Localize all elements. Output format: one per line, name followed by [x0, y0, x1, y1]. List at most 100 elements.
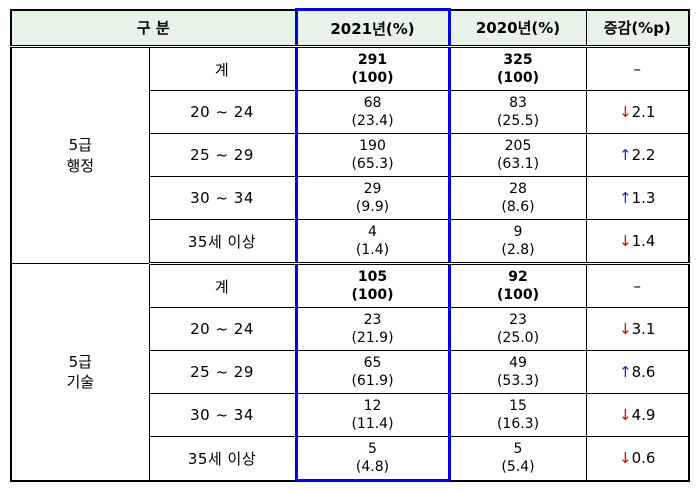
- percent-value: (25.0): [496, 330, 540, 346]
- age-band-label: 계: [148, 46, 297, 91]
- value-2021-cell: 5 (4.8): [294, 436, 451, 482]
- percent-value: (25.5): [496, 113, 540, 129]
- count-value: 23: [363, 311, 382, 328]
- table-row: 30 ~ 34 29 (9.9) 28 (8.6) ↑1.3: [11, 176, 690, 220]
- age-band-label: 계: [148, 263, 297, 308]
- count-value: 325: [503, 51, 533, 68]
- group-label: 5급 행정: [10, 46, 150, 264]
- table-row: 35세 이상 5 (4.8) 5 (5.4) ↓0.6: [11, 436, 690, 482]
- change-cell: ↓1.4: [585, 219, 690, 265]
- table-row: 20 ~ 24 23 (21.9) 23 (25.0) ↓3.1: [11, 307, 690, 351]
- value-2021-cell: 68 (23.4): [294, 90, 451, 134]
- change-value: 2.1: [631, 103, 656, 121]
- change-value: 8.6: [631, 363, 656, 381]
- percent-value: (100): [497, 70, 540, 86]
- down-arrow-icon: ↓: [619, 406, 632, 424]
- value-2020-cell: 325 (100): [448, 46, 587, 91]
- table-row: 30 ~ 34 12 (11.4) 15 (16.3) ↓4.9: [11, 393, 690, 437]
- change-value: 3.1: [631, 320, 656, 338]
- header-2020: 2020년(%): [448, 9, 587, 48]
- value-2021-cell: 190 (65.3): [294, 133, 451, 177]
- header-change: 증감(%p): [585, 9, 690, 48]
- percent-value: (11.4): [351, 416, 394, 432]
- change-cell: ↑8.6: [585, 350, 690, 394]
- percent-value: (2.8): [501, 242, 535, 258]
- count-value: 23: [509, 311, 527, 328]
- up-arrow-icon: ↑: [619, 189, 632, 207]
- percent-value: (63.1): [496, 156, 540, 172]
- value-2021-cell: 4 (1.4): [294, 219, 451, 265]
- change-value: 1.3: [631, 189, 656, 207]
- count-value: 105: [357, 268, 388, 285]
- percent-value: (100): [351, 287, 394, 303]
- percent-value: (65.3): [351, 156, 394, 172]
- age-band-label: 30 ~ 34: [148, 393, 297, 437]
- change-value: 2.2: [631, 146, 656, 164]
- percent-value: (5.4): [501, 459, 535, 476]
- up-arrow-icon: ↑: [619, 146, 632, 164]
- percent-value: (53.3): [496, 373, 540, 389]
- down-arrow-icon: ↓: [619, 449, 632, 468]
- table-row: 5급 기술 계 105 (100) 92 (100) –: [10, 263, 690, 481]
- table-row: 5급 행정 계 291 (100) 325 (100) –: [10, 46, 690, 264]
- change-cell: ↓3.1: [585, 307, 690, 351]
- percent-value: (4.8): [355, 459, 390, 475]
- count-value: 92: [508, 268, 528, 285]
- change-cell: ↑1.3: [585, 176, 690, 220]
- percent-value: (61.9): [351, 373, 394, 389]
- value-2021-cell: 12 (11.4): [294, 393, 451, 437]
- value-2021-cell: 291 (100): [294, 46, 451, 91]
- up-arrow-icon: ↑: [619, 363, 632, 381]
- count-value: 49: [509, 354, 527, 371]
- change-cell: ↓2.1: [585, 90, 690, 134]
- table-body: 5급 행정 계 291 (100) 325 (100) – 20 ~ 24 68 (23.4) 83…: [10, 46, 690, 482]
- age-band-label: 35세 이상: [148, 219, 297, 265]
- value-2020-cell: 205 (63.1): [448, 133, 587, 177]
- percent-value: (100): [497, 287, 540, 303]
- count-value: 65: [363, 354, 382, 371]
- table-row: 25 ~ 29 190 (65.3) 205 (63.1) ↑2.2: [11, 133, 690, 177]
- age-band-label: 20 ~ 24: [148, 90, 297, 134]
- value-2021-cell: 105 (100): [294, 263, 451, 308]
- percent-value: (8.6): [501, 199, 535, 215]
- value-2021-cell: 65 (61.9): [294, 350, 451, 394]
- value-2020-cell: 49 (53.3): [448, 350, 587, 394]
- value-2020-cell: 9 (2.8): [448, 219, 587, 265]
- count-value: 15: [509, 397, 527, 414]
- table-row: 20 ~ 24 68 (23.4) 83 (25.5) ↓2.1: [11, 90, 690, 134]
- count-value: 9: [513, 223, 523, 240]
- count-value: 5: [513, 441, 523, 458]
- change-value: 0.6: [631, 449, 656, 468]
- header-2021: 2021년(%): [294, 8, 451, 48]
- age-band-label: 25 ~ 29: [148, 133, 297, 177]
- age-band-label: 25 ~ 29: [148, 350, 297, 394]
- percent-value: (23.4): [351, 113, 394, 129]
- change-cell: ↑2.2: [585, 133, 690, 177]
- down-arrow-icon: ↓: [619, 103, 632, 121]
- change-cell: –: [585, 46, 690, 91]
- value-2020-cell: 92 (100): [448, 263, 587, 308]
- age-band-label: 30 ~ 34: [148, 176, 297, 220]
- percent-value: (100): [351, 70, 394, 86]
- value-2020-cell: 23 (25.0): [448, 307, 587, 351]
- count-value: 4: [368, 223, 377, 240]
- age-band-label: 20 ~ 24: [148, 307, 297, 351]
- change-value: 1.4: [631, 232, 656, 250]
- header-row: 구 분 2021년(%) 2020년(%) 증감(%p): [10, 8, 690, 48]
- count-value: 68: [363, 94, 382, 111]
- value-2021-cell: 23 (21.9): [294, 307, 451, 351]
- count-value: 190: [359, 137, 386, 154]
- count-value: 29: [363, 180, 382, 197]
- down-arrow-icon: ↓: [619, 320, 632, 338]
- count-value: 205: [504, 137, 532, 154]
- count-value: 83: [509, 94, 527, 111]
- value-2020-cell: 15 (16.3): [448, 393, 587, 437]
- value-2020-cell: 83 (25.5): [448, 90, 587, 134]
- age-distribution-table: 구 분 2021년(%) 2020년(%) 증감(%p) 5급 행정 계 291 (1…: [10, 8, 691, 482]
- group-label: 5급 기술: [10, 263, 150, 481]
- value-2021-cell: 29 (9.9): [294, 176, 451, 220]
- value-2020-cell: 28 (8.6): [448, 176, 587, 220]
- table-row: 35세 이상 4 (1.4) 9 (2.8) ↓1.4: [11, 219, 690, 265]
- percent-value: (9.9): [355, 199, 390, 215]
